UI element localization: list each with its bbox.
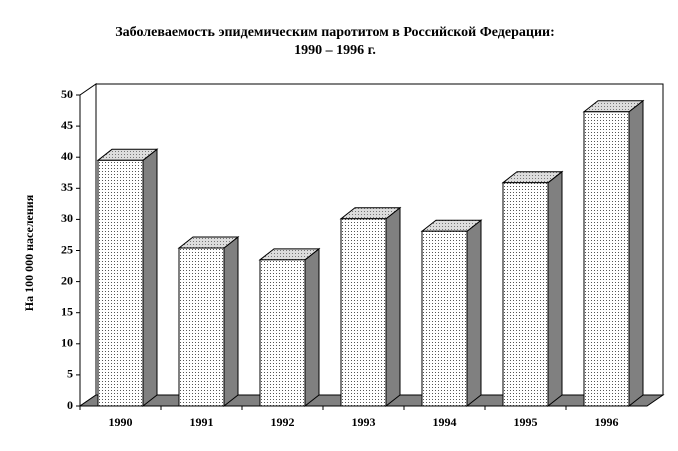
- x-tick-label: 1994: [433, 415, 457, 429]
- y-tick-label: 15: [61, 304, 73, 318]
- y-tick-label: 35: [61, 180, 73, 194]
- y-tick-label: 50: [61, 87, 73, 101]
- chart-subtitle: 1990 – 1996 г.: [294, 43, 376, 58]
- x-tick-label: 1993: [352, 415, 376, 429]
- y-tick-label: 20: [61, 273, 73, 287]
- x-tick-label: 1996: [595, 415, 619, 429]
- y-tick-label: 45: [61, 118, 73, 132]
- y-axis-label: На 100 000 населения: [22, 194, 36, 311]
- x-tick-label: 1991: [190, 415, 214, 429]
- bar: [97, 159, 144, 407]
- y-tick-label: 10: [61, 336, 73, 350]
- bar: [259, 259, 306, 407]
- bar-side: [304, 247, 320, 408]
- y-tick-label: 0: [67, 398, 73, 412]
- x-tick-label: 1992: [271, 415, 295, 429]
- bar: [421, 230, 468, 407]
- y-tick-label: 5: [67, 367, 73, 381]
- bar-side: [466, 219, 482, 408]
- y-tick-label: 40: [61, 149, 73, 163]
- x-tick-label: 1995: [514, 415, 538, 429]
- bar: [583, 111, 630, 407]
- side-wall: [79, 83, 97, 407]
- bar-side: [223, 235, 239, 408]
- bar: [502, 182, 549, 407]
- bar-side: [547, 170, 563, 408]
- y-tick-label: 30: [61, 211, 73, 225]
- bar: [340, 218, 387, 407]
- bar-side: [628, 99, 644, 408]
- bar-side: [385, 206, 401, 408]
- chart-title: Заболеваемость эпидемическим паротитом в…: [115, 25, 555, 40]
- x-tick-label: 1990: [109, 415, 133, 429]
- bar-side: [142, 148, 158, 408]
- y-tick-label: 25: [61, 242, 73, 256]
- bar: [178, 247, 225, 407]
